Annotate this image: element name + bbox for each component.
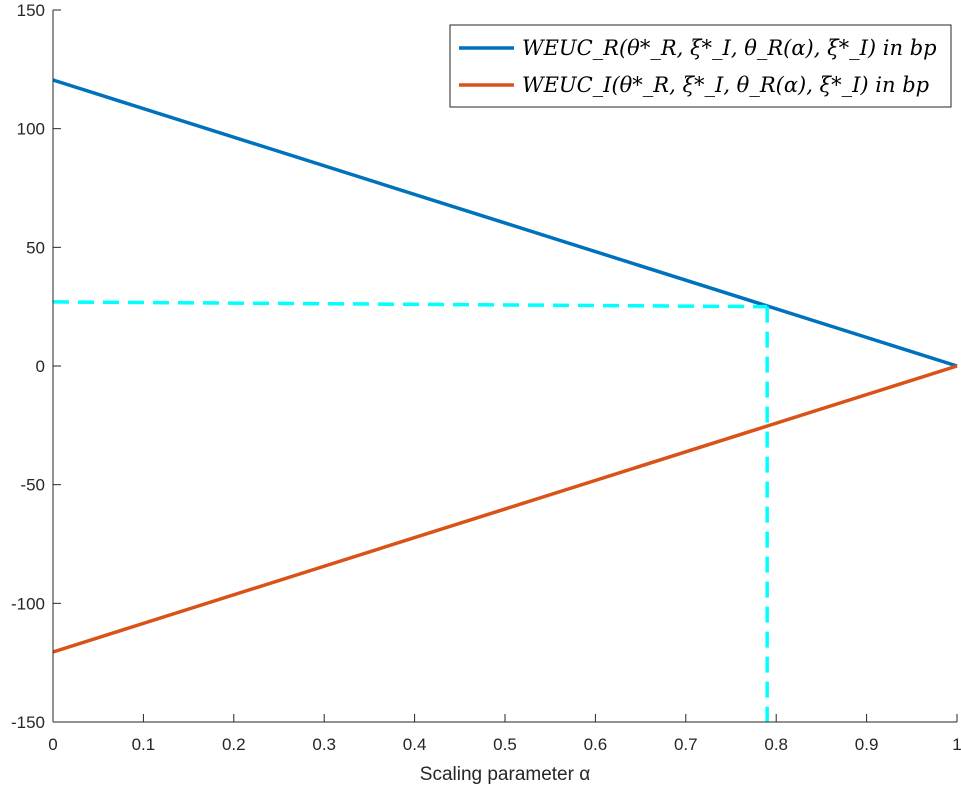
legend-entries: WEUC_R(θ*_R, ξ*_I, θ_R(α), ξ*_I) in bp WE… — [459, 36, 937, 97]
legend-label: WEUC_I(θ*_R, ξ*_I, θ_R(α), ξ*_I) in bp — [522, 73, 929, 97]
plot-area — [53, 10, 957, 722]
legend-box — [449, 24, 952, 108]
x-tick-label: 0.5 — [493, 735, 517, 754]
x-tick-label: 0.8 — [764, 735, 788, 754]
x-tick-label: 0.6 — [584, 735, 608, 754]
x-tick-label: 0.3 — [312, 735, 336, 754]
legend-label: WEUC_R(θ*_R, ξ*_I, θ_R(α), ξ*_I) in bp — [522, 36, 937, 60]
x-tick-label: 0.1 — [132, 735, 156, 754]
x-tick-label: 0.2 — [222, 735, 246, 754]
legend: WEUC_R(θ*_R, ξ*_I, θ_R(α), ξ*_I) in bp WE… — [449, 24, 952, 108]
x-tick-label: 0.4 — [403, 735, 427, 754]
series-layer — [52, 78, 958, 722]
series-line-1 — [52, 364, 958, 654]
x-tick-label: 0.7 — [674, 735, 698, 754]
y-tick-label: -100 — [11, 594, 45, 613]
ticks-layer: 0 0.1 0.2 0.3 0.4 0.5 0.6 0.7 0.8 0.9 1 150 100 50 0 -5… — [11, 1, 961, 754]
y-tick-label: 50 — [26, 238, 45, 257]
y-tick-label: 100 — [17, 120, 45, 139]
x-tick-label: 1 — [952, 735, 961, 754]
series-line-0 — [52, 78, 958, 368]
y-tick-label: -150 — [11, 713, 45, 732]
reference-dashed-line-2 — [52, 300, 768, 309]
x-tick-label: 0 — [48, 735, 57, 754]
y-tick-label: 150 — [17, 1, 45, 20]
plot-background — [53, 10, 957, 722]
x-axis-label: Scaling parameter α — [420, 764, 590, 785]
y-tick-label: 0 — [36, 357, 45, 376]
y-tick-label: -50 — [20, 476, 45, 495]
x-tick-label: 0.9 — [855, 735, 879, 754]
